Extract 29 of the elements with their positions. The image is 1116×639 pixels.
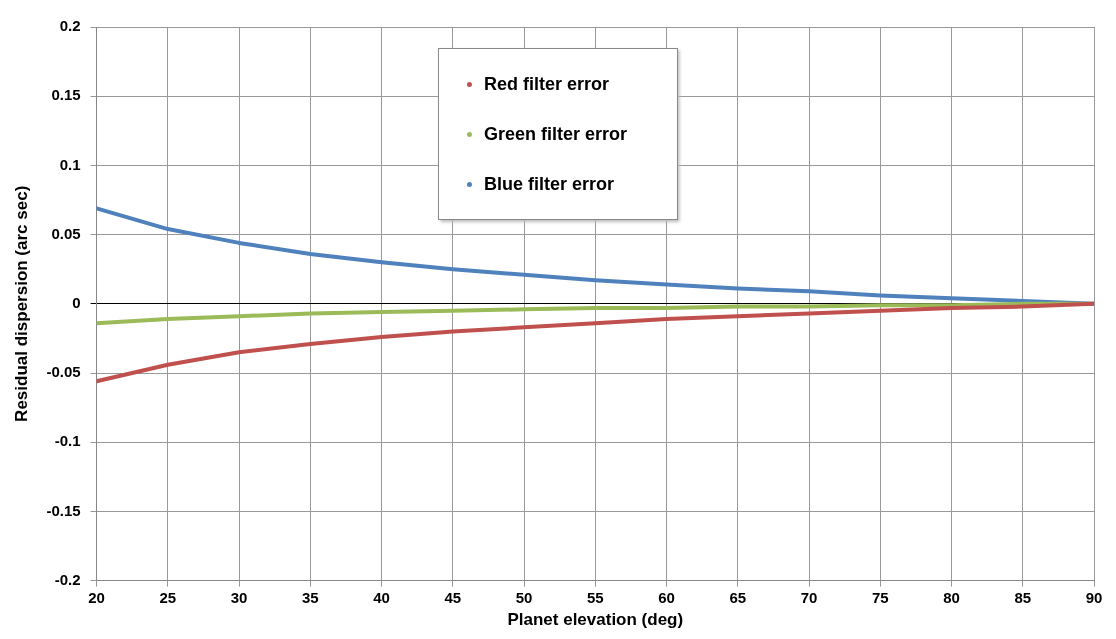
y-tick-label: 0.15 bbox=[51, 86, 81, 104]
x-tick-label: 60 bbox=[658, 588, 675, 606]
x-tick-label: 30 bbox=[230, 588, 248, 606]
x-tick-label: 90 bbox=[1085, 588, 1103, 606]
y-tick-label: -0.15 bbox=[46, 501, 81, 519]
y-tick-label: -0.2 bbox=[54, 570, 81, 588]
x-tick-label: 65 bbox=[729, 588, 747, 606]
legend-label: Red filter error bbox=[483, 73, 610, 95]
x-tick-label: 35 bbox=[301, 588, 319, 606]
x-tick-label: 70 bbox=[800, 588, 818, 606]
y-tick-label: 0.2 bbox=[59, 17, 81, 35]
legend-label: Blue filter error bbox=[483, 173, 615, 195]
y-tick-label: -0.1 bbox=[54, 432, 81, 450]
x-tick-label: 20 bbox=[88, 588, 105, 606]
x-tick-label: 45 bbox=[444, 588, 462, 606]
legend-label: Green filter error bbox=[483, 123, 628, 145]
y-tick-label: 0.1 bbox=[59, 155, 81, 173]
x-tick-label: 55 bbox=[586, 588, 604, 606]
y-tick-label: 0 bbox=[72, 293, 81, 311]
x-tick-label: 25 bbox=[159, 588, 177, 606]
x-tick-label: 40 bbox=[373, 588, 390, 606]
x-tick-label: 50 bbox=[515, 588, 533, 606]
x-tick-label: 75 bbox=[871, 588, 889, 606]
y-axis-title: Residual dispersion (arc sec) bbox=[11, 185, 31, 422]
y-tick-label: -0.05 bbox=[46, 363, 81, 381]
x-tick-label: 85 bbox=[1014, 588, 1032, 606]
x-tick-label: 80 bbox=[943, 588, 960, 606]
x-axis-title: Planet elevation (deg) bbox=[507, 610, 684, 630]
y-tick-label: 0.05 bbox=[51, 224, 81, 242]
